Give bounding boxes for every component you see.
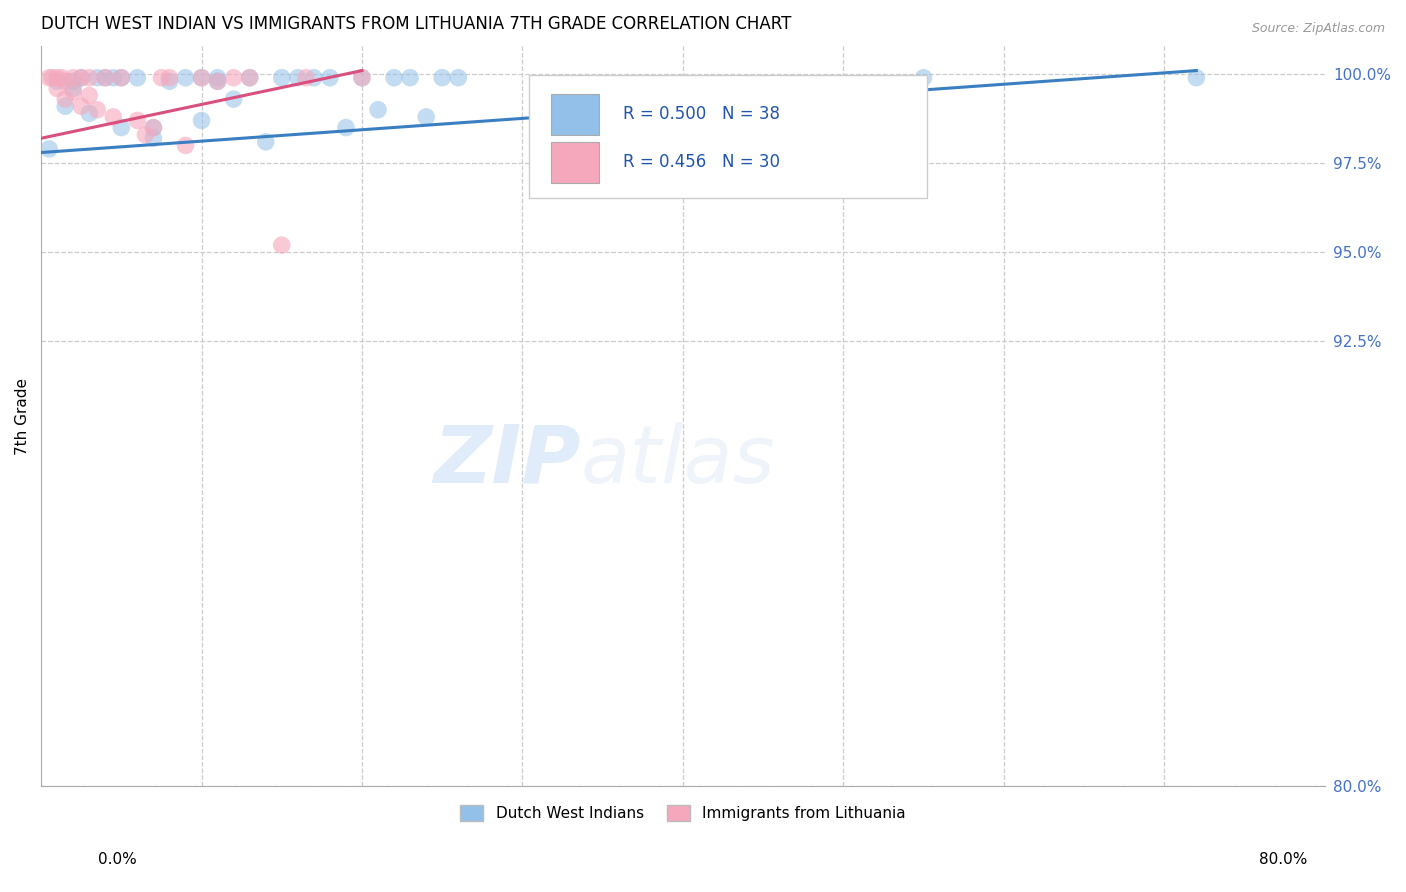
Text: DUTCH WEST INDIAN VS IMMIGRANTS FROM LITHUANIA 7TH GRADE CORRELATION CHART: DUTCH WEST INDIAN VS IMMIGRANTS FROM LIT… (41, 15, 792, 33)
Point (53, 74, 76, 88)
Point (432, 70, 454, 85)
Point (70, 70, 93, 85)
Point (38, 142, 60, 156)
Text: R = 0.500   N = 38: R = 0.500 N = 38 (623, 105, 779, 123)
Point (295, 70, 318, 85)
Point (350, 70, 373, 85)
Point (159, 70, 181, 85)
Point (142, 131, 165, 145)
Text: ZIP: ZIP (433, 422, 581, 500)
Point (127, 70, 149, 85)
Point (110, 120, 132, 135)
FancyBboxPatch shape (529, 75, 927, 197)
Point (367, 103, 389, 117)
Point (207, 70, 229, 85)
Point (207, 74, 229, 88)
Point (110, 70, 132, 85)
Point (94, 70, 117, 85)
Point (70, 99, 93, 113)
Text: atlas: atlas (581, 422, 775, 500)
Point (207, 74, 229, 88)
Point (86, 103, 108, 117)
Point (46, 74, 69, 88)
Legend: Dutch West Indians, Immigrants from Lithuania: Dutch West Indians, Immigrants from Lith… (454, 798, 911, 827)
Point (350, 70, 373, 85)
Point (53, 92, 76, 106)
Point (287, 70, 309, 85)
Point (222, 92, 245, 106)
Point (46, 81, 69, 95)
Text: R = 0.456   N = 30: R = 0.456 N = 30 (623, 153, 779, 171)
Point (103, 110, 125, 124)
Point (270, 238, 292, 252)
FancyBboxPatch shape (551, 94, 599, 135)
Point (62, 85, 84, 99)
Point (62, 81, 84, 95)
Point (94, 70, 117, 85)
Text: Source: ZipAtlas.com: Source: ZipAtlas.com (1251, 22, 1385, 36)
Point (77, 88, 100, 103)
Point (1185, 70, 1208, 85)
Text: 80.0%: 80.0% (1260, 852, 1308, 867)
Point (86, 70, 108, 85)
Point (110, 70, 132, 85)
Point (134, 128, 156, 142)
Point (103, 70, 125, 85)
Point (190, 70, 212, 85)
Point (335, 120, 357, 135)
Point (127, 113, 149, 128)
Point (415, 110, 437, 124)
Point (254, 135, 277, 149)
Point (447, 70, 470, 85)
Point (38, 70, 60, 85)
Point (142, 120, 165, 135)
Point (142, 120, 165, 135)
Point (150, 70, 173, 85)
Point (302, 70, 325, 85)
Point (382, 70, 405, 85)
Point (70, 70, 93, 85)
Text: 0.0%: 0.0% (98, 852, 138, 867)
Point (53, 99, 76, 113)
Point (62, 74, 84, 88)
Y-axis label: 7th Grade: 7th Grade (15, 377, 30, 455)
Point (174, 138, 197, 153)
Point (159, 74, 181, 88)
Point (239, 70, 262, 85)
Point (41, 70, 63, 85)
Point (62, 70, 84, 85)
FancyBboxPatch shape (551, 142, 599, 183)
Point (399, 70, 422, 85)
Point (190, 70, 212, 85)
Point (270, 70, 292, 85)
Point (222, 70, 245, 85)
Point (174, 70, 197, 85)
Point (912, 70, 935, 85)
Point (77, 106, 100, 120)
Point (77, 70, 100, 85)
Point (46, 70, 69, 85)
Point (319, 70, 342, 85)
Point (190, 113, 212, 128)
Point (239, 70, 262, 85)
Point (51, 70, 73, 85)
